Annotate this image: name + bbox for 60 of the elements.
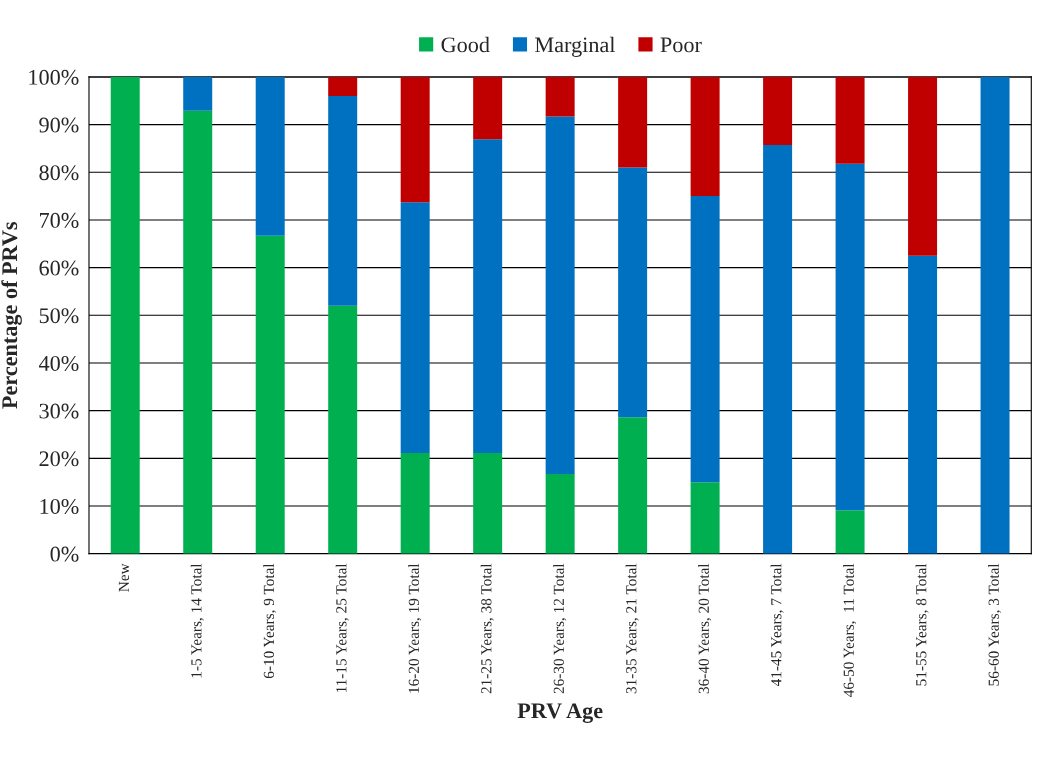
bar — [110, 76, 140, 554]
x-tick-label: 16-20 Years, 19 Total — [408, 563, 422, 693]
bar — [763, 76, 793, 146]
bar — [690, 482, 720, 554]
bar — [545, 116, 575, 475]
y-tick-label: 40% — [38, 355, 79, 371]
bar — [690, 76, 720, 197]
y-tick-label: 60% — [39, 260, 79, 276]
bar — [328, 95, 358, 306]
x-tick-label: New — [118, 563, 130, 592]
bar — [835, 163, 865, 511]
bar — [400, 202, 430, 454]
y-tick-label: 70% — [40, 212, 79, 228]
y-tick-label: 10% — [40, 498, 79, 514]
bar — [400, 76, 430, 203]
y-tick-label: 0% — [50, 546, 79, 562]
bar — [835, 510, 865, 554]
bar — [908, 255, 938, 554]
x-tick-label: 41-45 Years, 7 Total — [770, 563, 784, 687]
legend-label: Poor — [660, 37, 702, 53]
bar — [545, 474, 575, 554]
y-tick-label: 20% — [39, 451, 79, 467]
bar — [473, 139, 503, 454]
legend-label: Marginal — [535, 36, 616, 57]
x-tick-label: 26-30 Years, 12 Total — [553, 563, 567, 694]
bar — [255, 235, 285, 554]
bar — [473, 76, 503, 140]
bar — [980, 76, 1010, 554]
bar — [183, 76, 213, 111]
y-axis-title: Percentage of PRVs — [1, 222, 22, 409]
bar — [473, 453, 503, 554]
bar — [618, 417, 648, 554]
x-tick-label: 1-5 Years, 14 Total — [190, 563, 204, 678]
x-tick-label: 31-35 Years, 21 Total — [625, 563, 639, 694]
bar — [618, 76, 648, 168]
y-tick-label: 50% — [39, 308, 79, 324]
bar — [255, 76, 285, 236]
x-axis-title: PRV Age — [517, 703, 603, 723]
y-tick-label: 90% — [39, 117, 79, 133]
bar — [618, 167, 648, 418]
bar — [908, 76, 938, 256]
x-tick-label: 21-25 Years, 38 Total — [480, 563, 494, 694]
x-tick-label: 6-10 Years, 9 Total — [263, 563, 277, 679]
bar — [183, 110, 213, 554]
bar — [328, 76, 358, 96]
x-tick-label: 46-50 Years, 11 Total — [843, 563, 857, 697]
bar — [328, 305, 358, 554]
legend-label: Good — [441, 36, 490, 53]
y-tick-label: 30% — [39, 403, 79, 419]
bar — [763, 145, 793, 554]
bar — [835, 76, 865, 164]
x-tick-label: 36-40 Years, 20 Total — [698, 563, 712, 694]
x-tick-label: 51-55 Years, 8 Total — [915, 563, 929, 686]
bar — [690, 196, 720, 483]
bar — [400, 453, 430, 554]
y-tick-label: 80% — [39, 165, 79, 181]
x-tick-label: 11-15 Years, 25 Total — [335, 563, 349, 693]
bar — [545, 76, 575, 117]
y-tick-label: 100% — [29, 69, 79, 85]
x-tick-label: 56-60 Years, 3 Total — [988, 563, 1002, 686]
